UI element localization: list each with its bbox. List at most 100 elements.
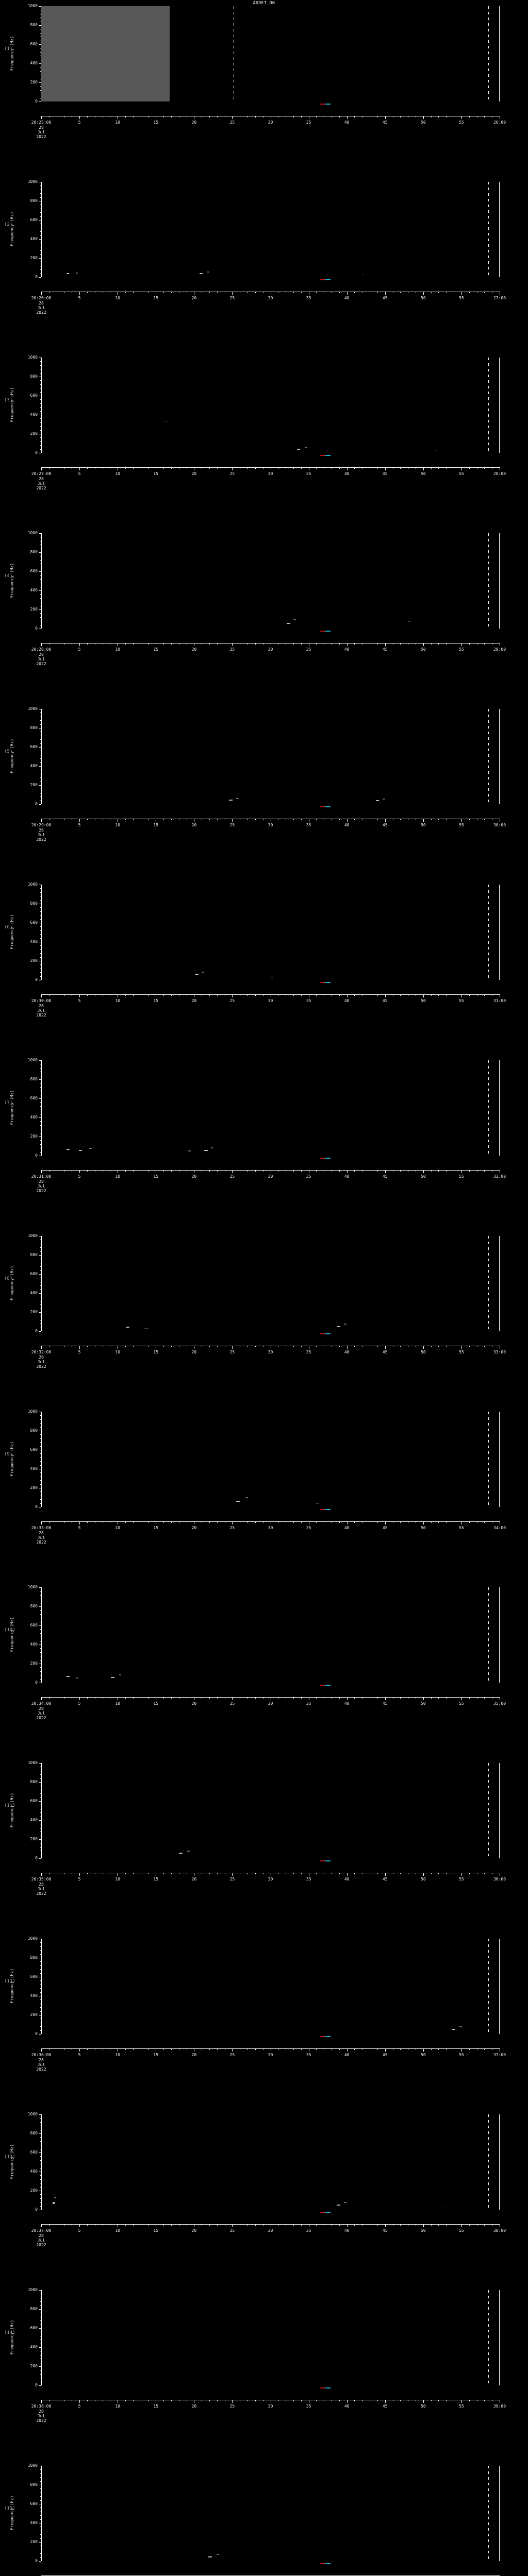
spectrogram-panel[interactable]: (10) Frequency (Hz) 1000 800 600 400 200 0 20:34… bbox=[0, 1585, 528, 1763]
y-axis-minor-tick bbox=[40, 418, 41, 419]
x-axis-tick bbox=[41, 116, 42, 119]
spectrogram-panel[interactable]: (11) Frequency (Hz) 1000 800 600 400 200 0 20:35… bbox=[0, 1760, 528, 1939]
spectrogram-panel[interactable]: (7) Frequency (Hz) 1000 800 600 400 200 0 20:31:… bbox=[0, 1058, 528, 1236]
spectral-detection-blob bbox=[75, 1677, 78, 1679]
x-axis-minor-tick bbox=[354, 2048, 355, 2050]
y-axis-minor-tick bbox=[40, 411, 41, 412]
y-axis-tick-label: 800 bbox=[30, 1955, 38, 1960]
x-axis-date-stack: 28 Jul 2022 bbox=[36, 1706, 46, 1720]
x-axis-tick-label: 40 bbox=[344, 1350, 350, 1354]
spectrogram-plot-area[interactable] bbox=[41, 1236, 500, 1331]
y-axis-minor-tick bbox=[40, 2481, 41, 2482]
y-axis-minor-tick bbox=[40, 2507, 41, 2509]
spectrogram-plot-area[interactable] bbox=[41, 709, 500, 804]
spectral-detection-blob bbox=[210, 1147, 213, 1149]
x-axis-minor-tick bbox=[163, 467, 164, 469]
spectrogram-panel[interactable]: (14) Frequency (Hz) 1000 800 600 400 200 0 20:38… bbox=[0, 2287, 528, 2466]
spectrogram-plot-area[interactable] bbox=[41, 885, 500, 980]
x-axis-minor-tick bbox=[438, 1170, 439, 1172]
x-axis-minor-tick bbox=[469, 2048, 470, 2050]
date-line: 2022 bbox=[36, 134, 46, 139]
spectral-detection-blob bbox=[89, 1148, 92, 1149]
x-axis-minor-tick bbox=[48, 467, 50, 469]
spectrogram-panel[interactable]: (12) Frequency (Hz) 1000 800 600 400 200 0 20:36… bbox=[0, 1936, 528, 2114]
spectrogram-plot-area[interactable] bbox=[41, 2290, 500, 2385]
x-axis-minor-tick bbox=[133, 1521, 134, 1523]
spectrogram-plot-area[interactable] bbox=[41, 6, 500, 101]
x-axis-tick-label: 20:32:00 bbox=[31, 1350, 52, 1354]
y-axis-minor-tick bbox=[40, 407, 41, 408]
spectrogram-plot-area[interactable] bbox=[41, 1587, 500, 1683]
date-line: Jul bbox=[37, 2062, 45, 2067]
y-axis-line-right bbox=[499, 358, 500, 453]
x-axis-tick-label: 5 bbox=[78, 1701, 81, 1706]
spectrogram-panel[interactable]: (1) Frequency (Hz) 1000 800 600 400 200 0 20:25:… bbox=[0, 4, 528, 182]
y-axis-line-left bbox=[41, 533, 42, 629]
spectrogram-plot-area[interactable] bbox=[41, 1060, 500, 1156]
x-axis-tick bbox=[346, 2224, 348, 2227]
x-axis-minor-tick bbox=[301, 2224, 302, 2226]
date-line: 28 bbox=[39, 1882, 44, 1887]
spectral-detection-blob bbox=[337, 2204, 341, 2206]
x-axis-date-stack: 28 Jul 2022 bbox=[36, 652, 46, 666]
y-axis-minor-tick bbox=[40, 1087, 41, 1088]
y-axis-minor-tick bbox=[40, 613, 41, 614]
y-axis-minor-tick bbox=[40, 1427, 41, 1428]
spectrogram-plot-area[interactable] bbox=[41, 1939, 500, 2034]
x-axis-tick bbox=[346, 819, 348, 822]
spectrogram-panel[interactable]: (9) Frequency (Hz) 1000 800 600 400 200 0 20:33:… bbox=[0, 1409, 528, 1587]
y-axis-tick-label: 0 bbox=[35, 1329, 38, 1333]
x-axis-tick-label: 20:28:00 bbox=[31, 647, 52, 652]
y-axis-minor-tick bbox=[40, 1973, 41, 1974]
time-marker-line bbox=[488, 709, 489, 804]
colorbar-low-swatch bbox=[320, 631, 325, 632]
date-line: Jul bbox=[37, 2414, 45, 2418]
spectrogram-panel[interactable]: (13) Frequency (Hz) 1000 800 600 400 200 0 20:37… bbox=[0, 2112, 528, 2290]
spectrogram-panel[interactable]: (8) Frequency (Hz) 1000 800 600 400 200 0 20:32:… bbox=[0, 1233, 528, 1412]
x-axis-date-stack: 28 Jul 2022 bbox=[36, 1355, 46, 1369]
y-axis-minor-tick bbox=[40, 1667, 41, 1668]
x-axis-tick-label: 40 bbox=[344, 823, 350, 827]
x-axis-minor-tick bbox=[133, 292, 134, 293]
x-axis-tick-label: 15 bbox=[153, 2228, 159, 2233]
x-axis-minor-tick bbox=[217, 2224, 218, 2226]
x-axis-minor-tick bbox=[316, 292, 317, 293]
spectrogram-panel[interactable]: (2) Frequency (Hz) 1000 800 600 400 200 0 20:26:… bbox=[0, 179, 528, 358]
spectral-detection-blob bbox=[236, 1500, 240, 1502]
spectrogram-plot-area[interactable] bbox=[41, 182, 500, 277]
x-axis-minor-tick bbox=[469, 467, 470, 469]
panel-index-label: (11) bbox=[4, 1803, 15, 1808]
x-axis-minor-tick bbox=[400, 292, 401, 293]
y-axis-minor-tick bbox=[40, 2179, 41, 2180]
spectrogram-panel[interactable]: (4) Frequency (Hz) 1000 800 600 400 200 0 20:28:… bbox=[0, 531, 528, 709]
spectrogram-panel[interactable]: (3) Frequency (Hz) 1000 800 600 400 200 0 20:27:… bbox=[0, 355, 528, 533]
date-line: Jul bbox=[37, 833, 45, 837]
x-axis-minor-tick bbox=[400, 994, 401, 996]
spectrogram-plot-area[interactable] bbox=[41, 1412, 500, 1507]
y-axis-tick-label: 0 bbox=[35, 99, 38, 104]
spectrogram-panel[interactable]: (5) Frequency (Hz) 1000 800 600 400 200 0 20:29:… bbox=[0, 706, 528, 885]
spectrogram-plot-area[interactable] bbox=[41, 2466, 500, 2561]
spectrogram-panel[interactable]: (6) Frequency (Hz) 1000 800 600 400 200 0 20:30:… bbox=[0, 882, 528, 1060]
x-axis-tick-label: 5 bbox=[78, 2053, 81, 2057]
spectrogram-plot-area[interactable] bbox=[41, 358, 500, 453]
x-axis-minor-tick bbox=[400, 467, 401, 469]
spectrogram-panel[interactable]: (15)Frequency (Hz)1000800600400200020:39… bbox=[0, 2463, 528, 2576]
x-axis-minor-tick bbox=[301, 1873, 302, 1874]
y-axis-minor-tick bbox=[40, 185, 41, 187]
x-axis-tick bbox=[232, 1697, 233, 1700]
x-axis-minor-tick bbox=[431, 1873, 432, 1874]
x-axis-minor-tick bbox=[484, 116, 485, 117]
x-axis-minor-tick bbox=[316, 2400, 317, 2401]
y-axis-minor-tick bbox=[40, 445, 41, 446]
x-axis-minor-tick bbox=[469, 116, 470, 117]
spectrogram-plot-area[interactable] bbox=[41, 2114, 500, 2210]
y-axis-minor-tick bbox=[40, 1480, 41, 1481]
y-axis-minor-tick bbox=[40, 2488, 41, 2489]
y-axis-minor-tick bbox=[40, 1992, 41, 1993]
spectrogram-plot-area[interactable] bbox=[41, 1763, 500, 1858]
spectrogram-plot-area[interactable] bbox=[41, 533, 500, 629]
x-axis-minor-tick bbox=[293, 116, 294, 117]
y-axis-minor-tick bbox=[40, 1419, 41, 1420]
y-axis-minor-tick bbox=[40, 1415, 41, 1416]
